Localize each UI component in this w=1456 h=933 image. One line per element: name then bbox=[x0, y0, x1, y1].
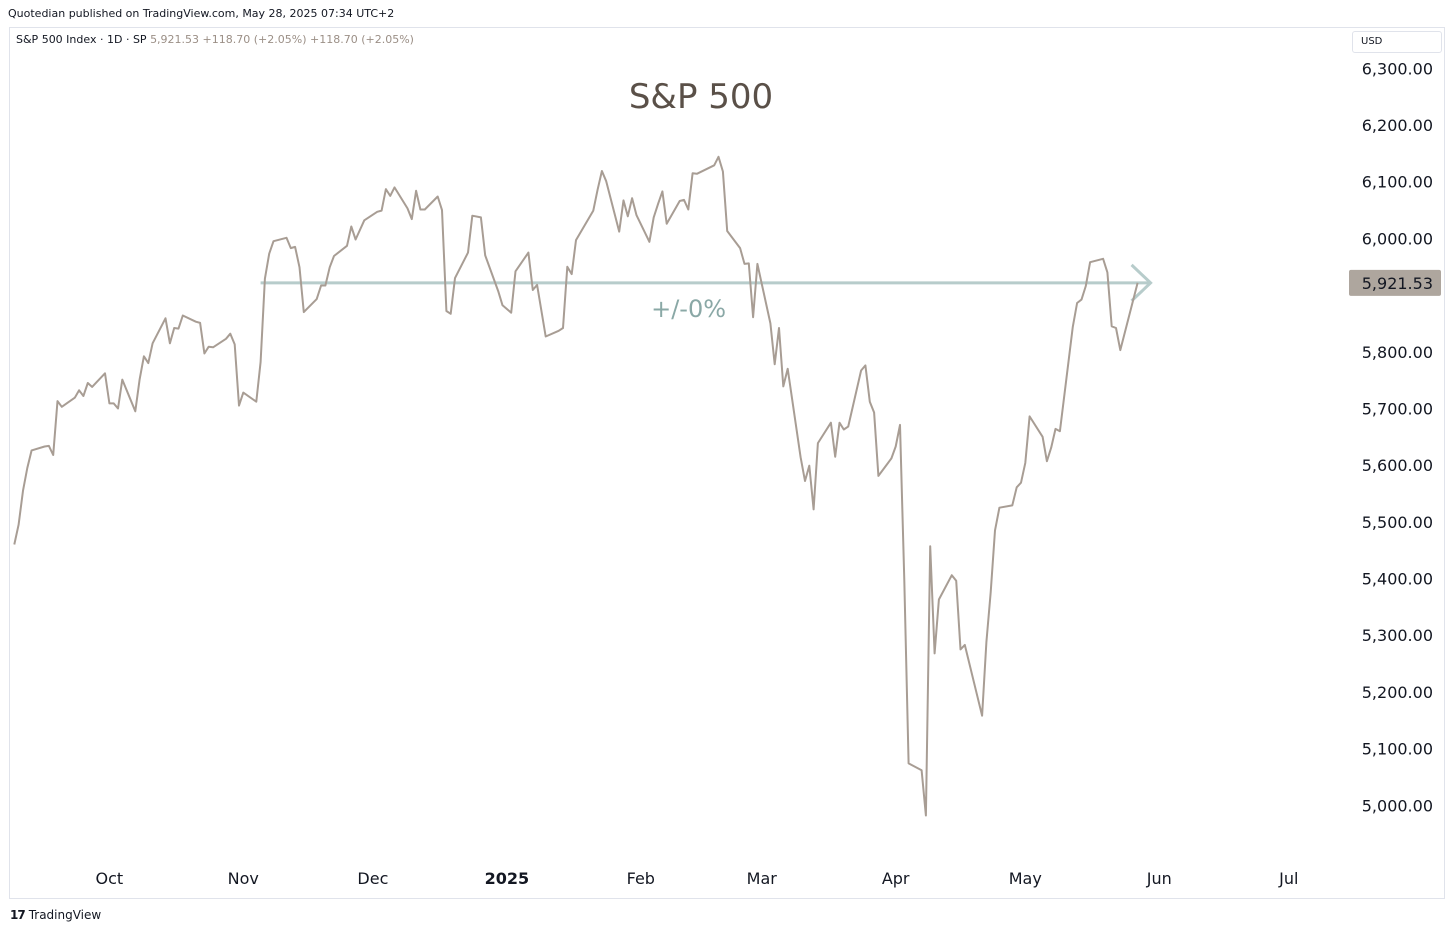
y-tick-label: 5,200.00 bbox=[1362, 683, 1433, 702]
y-tick-label: 6,000.00 bbox=[1362, 229, 1433, 248]
reference-arrow-icon bbox=[1130, 263, 1153, 302]
y-tick-label: 6,200.00 bbox=[1362, 116, 1433, 135]
x-tick-label: 2025 bbox=[485, 869, 530, 888]
reference-line-group[interactable]: +/-0% bbox=[260, 263, 1153, 323]
y-tick-label: 5,300.00 bbox=[1362, 626, 1433, 645]
y-tick-label: 6,300.00 bbox=[1362, 59, 1433, 78]
y-tick-label: 5,000.00 bbox=[1362, 796, 1433, 815]
x-tick-label: Apr bbox=[882, 869, 910, 888]
currency-button[interactable]: USD bbox=[1352, 31, 1442, 53]
chart-frame bbox=[9, 27, 1445, 899]
y-axis: 5,000.00 5,100.00 5,200.00 5,300.00 5,400.00… bbox=[1362, 59, 1433, 815]
y-tick-label: 5,600.00 bbox=[1362, 456, 1433, 475]
x-tick-label: Dec bbox=[357, 869, 388, 888]
x-tick-label: Nov bbox=[228, 869, 259, 888]
symbol-last-price: 5,921.53 bbox=[150, 33, 200, 46]
legend-separator: · bbox=[125, 33, 130, 46]
reference-line-label: +/-0% bbox=[651, 295, 726, 323]
x-tick-label: Oct bbox=[96, 869, 124, 888]
tradingview-logo-mark: 17 bbox=[10, 908, 26, 922]
symbol-interval: 1D bbox=[106, 33, 123, 46]
symbol-change-primary: +118.70 (+2.05%) bbox=[202, 33, 307, 46]
symbol-exchange: SP bbox=[132, 33, 147, 46]
y-tick-label: 5,400.00 bbox=[1362, 570, 1433, 589]
x-axis: Oct Nov Dec 2025 Feb Mar Apr May Jun Jul bbox=[96, 869, 1299, 888]
tradingview-logo[interactable]: 17 TradingView bbox=[10, 908, 101, 922]
x-tick-label: Mar bbox=[747, 869, 778, 888]
y-tick-label: 5,500.00 bbox=[1362, 513, 1433, 532]
last-price-label-bg bbox=[1349, 269, 1441, 296]
symbol-change-secondary: +118.70 (+2.05%) bbox=[310, 33, 414, 46]
publisher-caption: Quotedian published on TradingView.com, … bbox=[8, 7, 395, 20]
last-price-marker: 5,921.53 bbox=[1349, 269, 1441, 296]
symbol-legend[interactable]: S&P 500 Index · 1D · SP 5,921.53 +118.70… bbox=[16, 33, 414, 46]
symbol-name: S&P 500 Index bbox=[16, 33, 97, 46]
price-series-line bbox=[13, 155, 1139, 817]
chart-title: S&P 500 bbox=[629, 77, 773, 117]
last-price-label: 5,921.53 bbox=[1362, 274, 1433, 293]
tradingview-logo-text: TradingView bbox=[28, 908, 102, 922]
y-tick-label: 6,100.00 bbox=[1362, 173, 1433, 192]
x-tick-label: Jun bbox=[1146, 869, 1172, 888]
x-tick-label: Jul bbox=[1278, 869, 1298, 888]
y-tick-label: 5,700.00 bbox=[1362, 399, 1433, 418]
x-tick-label: May bbox=[1009, 869, 1042, 888]
legend-separator: · bbox=[99, 33, 104, 46]
y-tick-label: 5,100.00 bbox=[1362, 740, 1433, 759]
y-tick-label: 5,800.00 bbox=[1362, 343, 1433, 362]
x-tick-label: Feb bbox=[627, 869, 655, 888]
